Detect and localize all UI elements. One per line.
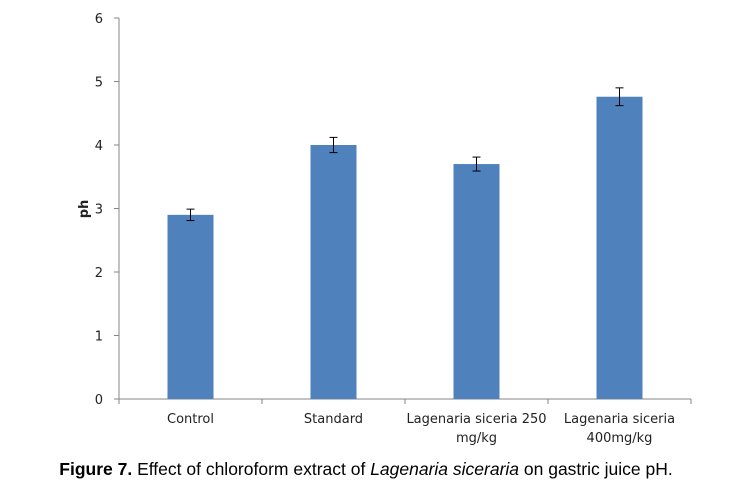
category-labels: Control Standard Lagenaria siceria 250 mg/k… bbox=[167, 412, 675, 446]
y-tick-label: 0 bbox=[95, 393, 103, 408]
error-bar bbox=[186, 208, 195, 222]
y-tick-label: 4 bbox=[95, 139, 103, 154]
bar-chart: 0 1 2 3 4 5 6 Control Standard Lagenaria siceria… bbox=[77, 12, 692, 446]
error-bar bbox=[615, 87, 624, 107]
y-tick-label: 3 bbox=[95, 203, 103, 218]
y-tick-label: 2 bbox=[95, 266, 103, 281]
category-label: Control bbox=[167, 412, 214, 427]
y-tick-label: 1 bbox=[95, 330, 103, 345]
y-axis-title: ph bbox=[77, 200, 92, 219]
bar bbox=[310, 145, 357, 399]
category-label: Lagenaria siceria 250 bbox=[406, 412, 546, 427]
error-bars bbox=[186, 87, 624, 222]
category-label: Standard bbox=[304, 412, 363, 427]
bars bbox=[167, 96, 643, 400]
figure-label: Figure 7. bbox=[59, 459, 133, 479]
caption-text-after: on gastric juice pH. bbox=[519, 459, 673, 479]
error-bar bbox=[472, 156, 481, 172]
category-label: 400mg/kg bbox=[587, 431, 653, 446]
bar bbox=[167, 214, 214, 399]
caption-text-before: Effect of chloroform extract of bbox=[132, 459, 371, 479]
bar bbox=[453, 164, 500, 399]
category-label: Lagenaria siceria bbox=[564, 412, 675, 427]
y-tick-label: 6 bbox=[95, 12, 103, 27]
bar bbox=[596, 96, 643, 400]
x-axis bbox=[118, 398, 692, 404]
figure-caption: Figure 7. Effect of chloroform extract o… bbox=[0, 459, 732, 480]
y-tick-label: 5 bbox=[95, 76, 103, 91]
y-axis: 0 1 2 3 4 5 6 bbox=[95, 12, 120, 408]
error-bar bbox=[329, 136, 338, 154]
category-label: mg/kg bbox=[456, 431, 497, 446]
caption-species: Lagenaria siceraria bbox=[370, 459, 520, 479]
